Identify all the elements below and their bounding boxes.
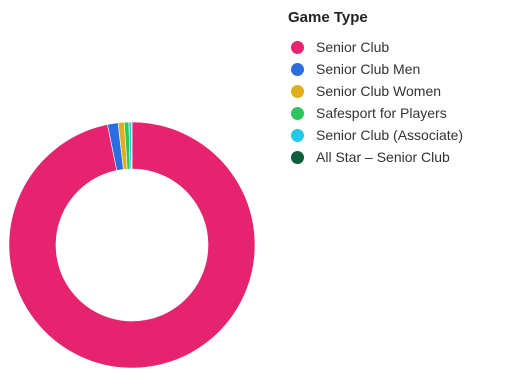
legend-label: Safesport for Players: [316, 105, 447, 121]
legend-list: Senior Club Senior Club Men Senior Club Wo…: [288, 36, 520, 168]
slice-senior-club[interactable]: [8, 121, 256, 369]
legend-swatch: [291, 106, 304, 120]
legend-label: Senior Club: [316, 39, 390, 55]
legend-label: All Star – Senior Club: [316, 149, 450, 165]
legend-item-senior-club-men[interactable]: Senior Club Men: [288, 58, 520, 80]
legend-item-safesport-for-players[interactable]: Safesport for Players: [288, 102, 520, 124]
legend-item-senior-club-associate[interactable]: Senior Club (Associate): [288, 124, 520, 146]
legend-label: Senior Club Men: [316, 61, 421, 77]
legend-label: Senior Club Women: [316, 83, 442, 99]
legend-swatch: [291, 40, 304, 54]
legend-swatch: [291, 128, 304, 142]
legend-title: Game Type: [288, 9, 368, 26]
legend-item-senior-club[interactable]: Senior Club: [288, 36, 520, 58]
legend-item-all-star-senior-club[interactable]: All Star – Senior Club: [288, 146, 520, 168]
legend-label: Senior Club (Associate): [316, 127, 464, 143]
legend-swatch: [291, 62, 304, 76]
legend: Game Type Senior Club Senior Club Men Seni…: [288, 8, 520, 168]
legend-swatch: [291, 84, 304, 98]
slice-all-star-senior-club[interactable]: [130, 121, 133, 170]
legend-swatch: [291, 150, 304, 164]
legend-item-senior-club-women[interactable]: Senior Club Women: [288, 80, 520, 102]
